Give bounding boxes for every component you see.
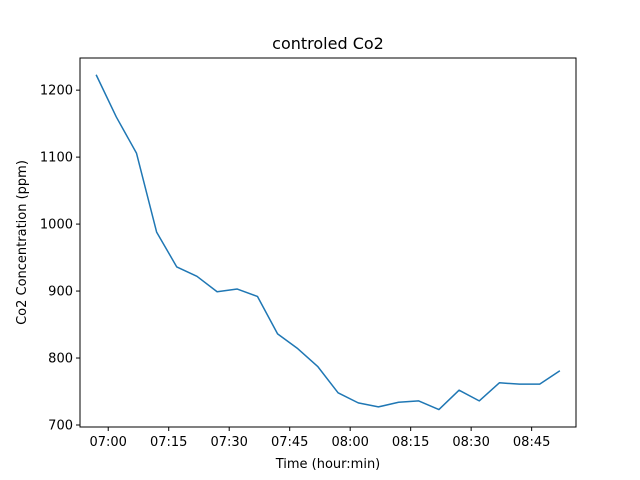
- x-tick-label: 08:45: [513, 435, 550, 450]
- co2-series-line: [95, 74, 561, 411]
- x-axis-label: Time (hour:min): [275, 457, 381, 472]
- y-tick-label: 1000: [40, 218, 73, 233]
- y-tick-label: 700: [48, 418, 73, 433]
- x-tick-label: 07:15: [150, 435, 187, 450]
- plot-frame: [79, 57, 577, 428]
- x-tick-label: 08:30: [452, 435, 489, 450]
- y-tick-label: 900: [48, 285, 73, 300]
- y-tick-label: 800: [48, 352, 73, 367]
- y-axis-ticks: 700 800 900 1000 1100 1200: [40, 84, 80, 433]
- x-tick-label: 08:15: [392, 435, 429, 450]
- chart-title: controled Co2: [272, 34, 384, 53]
- x-tick-label: 07:45: [271, 435, 308, 450]
- x-tick-label: 08:00: [331, 435, 368, 450]
- y-tick-label: 1100: [40, 151, 73, 166]
- plot-area: [95, 74, 561, 411]
- y-axis-label: Co2 Concentration (ppm): [15, 160, 30, 325]
- x-tick-label: 07:30: [210, 435, 247, 450]
- x-axis-ticks: 07:00 07:15 07:30 07:45 08:00 08:15 08:30 08:45: [89, 427, 550, 450]
- x-tick-label: 07:00: [89, 435, 126, 450]
- y-tick-label: 1200: [40, 84, 73, 99]
